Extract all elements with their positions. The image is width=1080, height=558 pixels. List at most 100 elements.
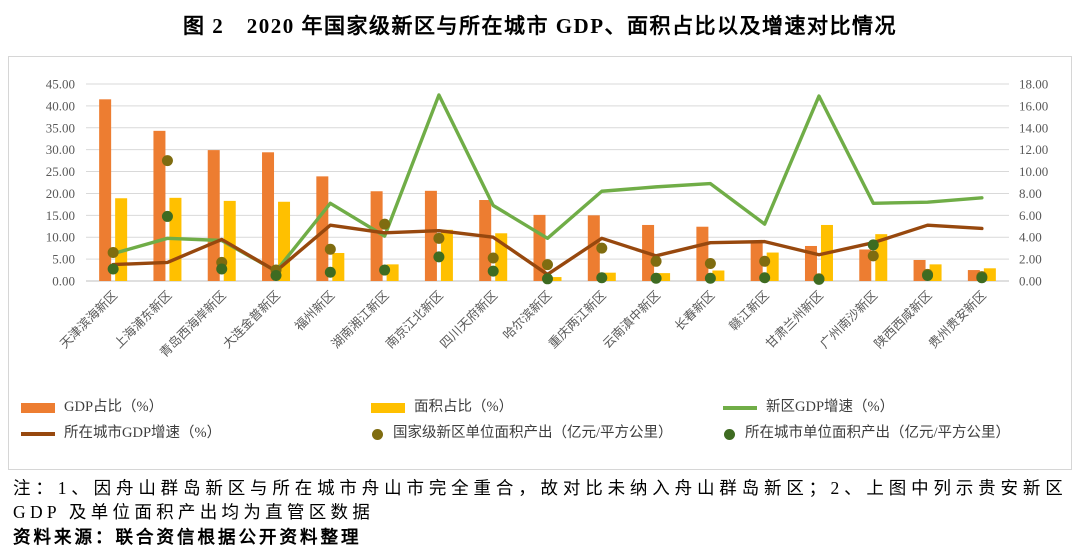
- scatter-dot-series-1: [813, 273, 825, 285]
- legend-swatch-bar: [371, 402, 405, 413]
- x-axis-label: 贵州贵安新区: [925, 288, 989, 352]
- left-axis-tick: 0.00: [52, 274, 75, 289]
- left-axis-tick: 35.00: [46, 120, 75, 135]
- bar-series-1: [115, 198, 128, 281]
- left-axis-tick: 5.00: [52, 252, 75, 267]
- legend-item-2: 新区GDP增速（%）: [723, 399, 1065, 416]
- right-axis-tick: 4.00: [1019, 230, 1042, 245]
- scatter-dot-series-1: [596, 272, 608, 284]
- bar-series-0: [153, 130, 166, 281]
- source-note: 资料来源：联合资信根据公开资料整理: [13, 526, 362, 547]
- chart-note: 注：1、因舟山群岛新区与所在城市舟山市完全重合，故对比未纳入舟山群岛新区；2、上…: [13, 478, 1067, 522]
- x-axis-label: 赣江新区: [726, 288, 772, 334]
- scatter-dot-series-0: [107, 247, 119, 259]
- scatter-dot-series-1: [759, 272, 771, 284]
- bar-series-0: [750, 242, 763, 281]
- scatter-dot-series-1: [161, 210, 173, 222]
- left-axis-tick: 20.00: [46, 186, 75, 201]
- legend-item-4: 国家级新区单位面积产出（亿元/平方公里）: [371, 425, 723, 442]
- left-axis-tick: 45.00: [46, 77, 75, 92]
- x-axis-label: 大连金普新区: [220, 288, 284, 352]
- scatter-dot-series-0: [379, 218, 391, 230]
- scatter-dot-series-1: [433, 251, 445, 263]
- chart-frame: 0.00 0.00 5.00 2.00 10.00 4.00 15.00 6.00 20.00 8…: [8, 56, 1072, 470]
- scatter-dot-series-1: [650, 272, 662, 284]
- scatter-dot-series-1: [542, 273, 553, 285]
- left-axis-tick: 10.00: [46, 230, 75, 245]
- bar-series-0: [696, 226, 709, 281]
- bar-series-1: [440, 229, 453, 281]
- right-axis-tick: 10.00: [1019, 164, 1048, 179]
- bar-series-0: [207, 150, 220, 281]
- x-axis-label: 福州新区: [291, 288, 337, 334]
- scatter-dot-series-1: [976, 272, 988, 284]
- scatter-dot-series-0: [704, 257, 716, 269]
- scatter-dot-series-0: [542, 259, 553, 271]
- chart-title: 图 2 2020 年国家级新区与所在城市 GDP、面积占比以及增速对比情况: [182, 14, 898, 38]
- left-axis-tick: 25.00: [46, 164, 75, 179]
- scatter-dot-series-0: [867, 250, 879, 262]
- x-axis-label: 长春新区: [672, 288, 718, 334]
- scatter-dot-series-1: [487, 265, 499, 277]
- legend-item-0: GDP占比（%）: [21, 399, 371, 416]
- scatter-dot-series-1: [270, 270, 282, 282]
- scatter-dot-series-0: [324, 243, 336, 255]
- scatter-dot-series-1: [867, 239, 879, 251]
- right-axis-tick: 18.00: [1019, 77, 1048, 92]
- x-axis-label: 四川天府新区: [437, 288, 501, 352]
- scatter-dot-series-0: [596, 242, 608, 254]
- legend-label: 所在城市单位面积产出（亿元/平方公里）: [745, 425, 1011, 442]
- scatter-dot-series-0: [433, 232, 445, 244]
- legend-swatch-line: [21, 432, 55, 437]
- bar-series-0: [262, 152, 275, 281]
- legend-item-3: 所在城市GDP增速（%）: [21, 425, 371, 442]
- bar-series-1: [603, 272, 616, 281]
- right-axis-tick: 12.00: [1019, 142, 1048, 157]
- bar-series-1: [549, 277, 562, 281]
- scatter-dot-series-0: [161, 155, 173, 167]
- legend-label: 面积占比（%）: [414, 399, 514, 415]
- legend-item-1: 面积占比（%）: [371, 399, 723, 416]
- right-axis-tick: 6.00: [1019, 208, 1042, 223]
- bar-series-1: [712, 270, 725, 281]
- legend-label: 国家级新区单位面积产出（亿元/平方公里）: [393, 425, 673, 442]
- legend-swatch-dot: [724, 428, 735, 440]
- scatter-dot-series-1: [379, 264, 391, 276]
- line-series-0: [111, 93, 984, 273]
- scatter-dot-series-0: [759, 255, 771, 267]
- x-axis-label: 哈尔滨新区: [500, 288, 555, 343]
- legend-label: GDP占比（%）: [64, 399, 164, 415]
- right-axis-tick: 2.00: [1019, 252, 1042, 267]
- combo-chart: 0.00 0.00 5.00 2.00 10.00 4.00 15.00 6.00 20.00 8…: [46, 77, 1049, 361]
- scatter-dot-series-1: [324, 266, 336, 278]
- left-axis-tick: 30.00: [46, 142, 75, 157]
- left-axis-tick: 40.00: [46, 98, 75, 113]
- legend-label: 新区GDP增速（%）: [766, 399, 895, 415]
- legend-swatch-bar: [21, 402, 55, 413]
- bar-series-0: [479, 200, 492, 281]
- scatter-dot-series-1: [107, 263, 119, 275]
- notes-block: 注：1、因舟山群岛新区与所在城市舟山市完全重合，故对比未纳入舟山群岛新区；2、上…: [13, 477, 1067, 549]
- x-axis-label: 云南滇中新区: [600, 288, 664, 352]
- legend-item-5: 所在城市单位面积产出（亿元/平方公里）: [723, 425, 1065, 442]
- bar-series-1: [658, 273, 671, 281]
- scatter-dot-series-1: [216, 263, 228, 275]
- chart-legend: GDP占比（%） 面积占比（%） 新区GDP增速（%） 所在城市GDP增速（%） 国家级…: [21, 399, 1065, 443]
- scatter-dot-series-1: [704, 272, 716, 284]
- scatter-dot-series-0: [487, 252, 499, 264]
- bar-series-1: [332, 252, 345, 281]
- left-axis-tick: 15.00: [46, 208, 75, 223]
- scatter-dot-series-0: [650, 255, 662, 267]
- right-axis-tick: 16.00: [1019, 98, 1048, 113]
- bar-series-0: [99, 99, 112, 281]
- legend-swatch-dot: [372, 428, 383, 440]
- right-axis-tick: 14.00: [1019, 120, 1048, 135]
- bar-series-0: [370, 191, 383, 281]
- legend-swatch-line: [723, 405, 757, 410]
- right-axis-tick: 0.00: [1019, 274, 1042, 289]
- legend-label: 所在城市GDP增速（%）: [64, 425, 222, 442]
- bar-series-0: [316, 176, 329, 281]
- bar-series-0: [967, 270, 980, 281]
- scatter-dot-series-1: [922, 270, 934, 282]
